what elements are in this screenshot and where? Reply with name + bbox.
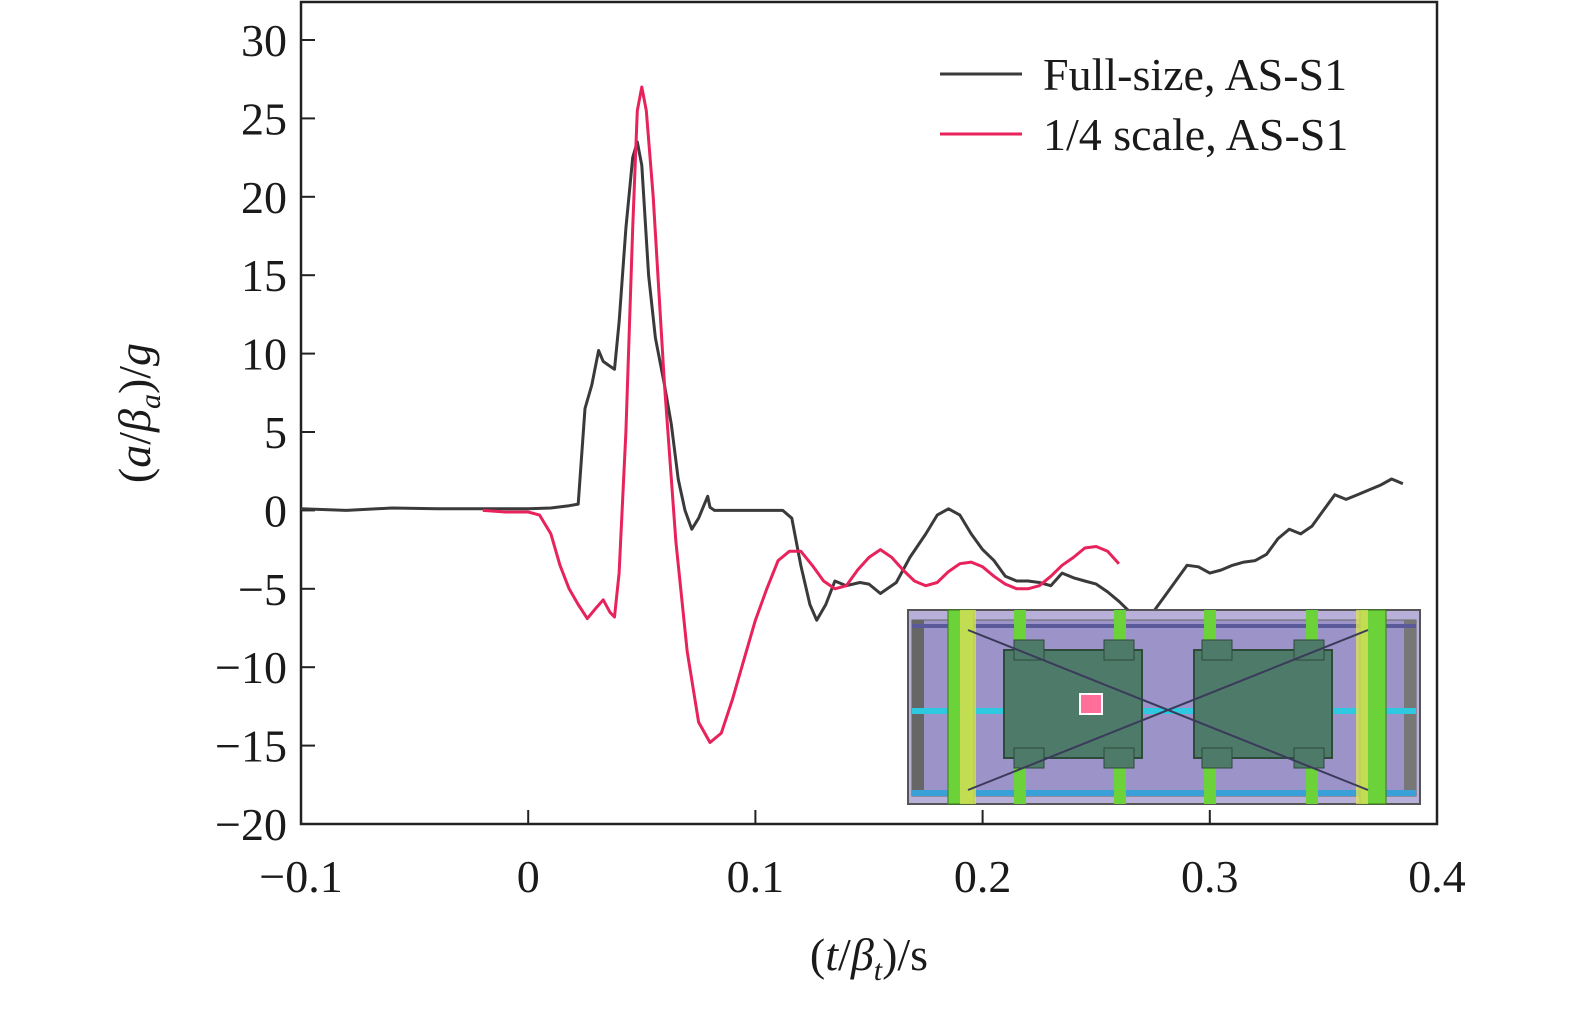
y-tick-label: 25 <box>241 93 287 144</box>
legend: Full-size, AS-S1 1/4 scale, AS-S1 <box>940 49 1348 160</box>
x-tick-label: 0.1 <box>727 851 785 902</box>
x-axis-title: (t/βt)/s <box>810 929 928 987</box>
legend-label-full-size: Full-size, AS-S1 <box>1043 49 1347 100</box>
y-tick-label: −15 <box>215 721 287 772</box>
y-tick-label: −20 <box>215 799 287 850</box>
y-axis-title: (a/βa)/g <box>109 343 167 483</box>
x-tick-label: 0 <box>517 851 540 902</box>
series-line-quarter-scale <box>482 85 1121 744</box>
x-tick-label: 0.3 <box>1181 851 1239 902</box>
vehicle-model-top-view-icon <box>907 609 1421 805</box>
y-tick-label: −10 <box>215 642 287 693</box>
series-layer <box>300 85 1404 744</box>
x-tick-label: −0.1 <box>259 851 342 902</box>
y-tick-label: 30 <box>241 15 287 66</box>
y-axis-ticks: −20 −15 −10 −5 0 5 10 15 20 25 30 <box>215 15 315 850</box>
y-tick-label: 10 <box>241 329 287 380</box>
x-axis-ticks: −0.1 0 0.1 0.2 0.3 0.4 <box>259 810 1466 902</box>
y-tick-label: 0 <box>264 485 287 536</box>
y-tick-label: 5 <box>264 407 287 458</box>
legend-label-quarter-scale: 1/4 scale, AS-S1 <box>1043 109 1348 160</box>
series-line-full-size <box>300 140 1404 622</box>
plot-frame <box>299 0 1439 826</box>
y-tick-label: −5 <box>238 564 287 615</box>
y-tick-label: 20 <box>241 172 287 223</box>
x-tick-label: 0.4 <box>1408 851 1466 902</box>
y-tick-label: 15 <box>241 250 287 301</box>
x-tick-label: 0.2 <box>954 851 1012 902</box>
